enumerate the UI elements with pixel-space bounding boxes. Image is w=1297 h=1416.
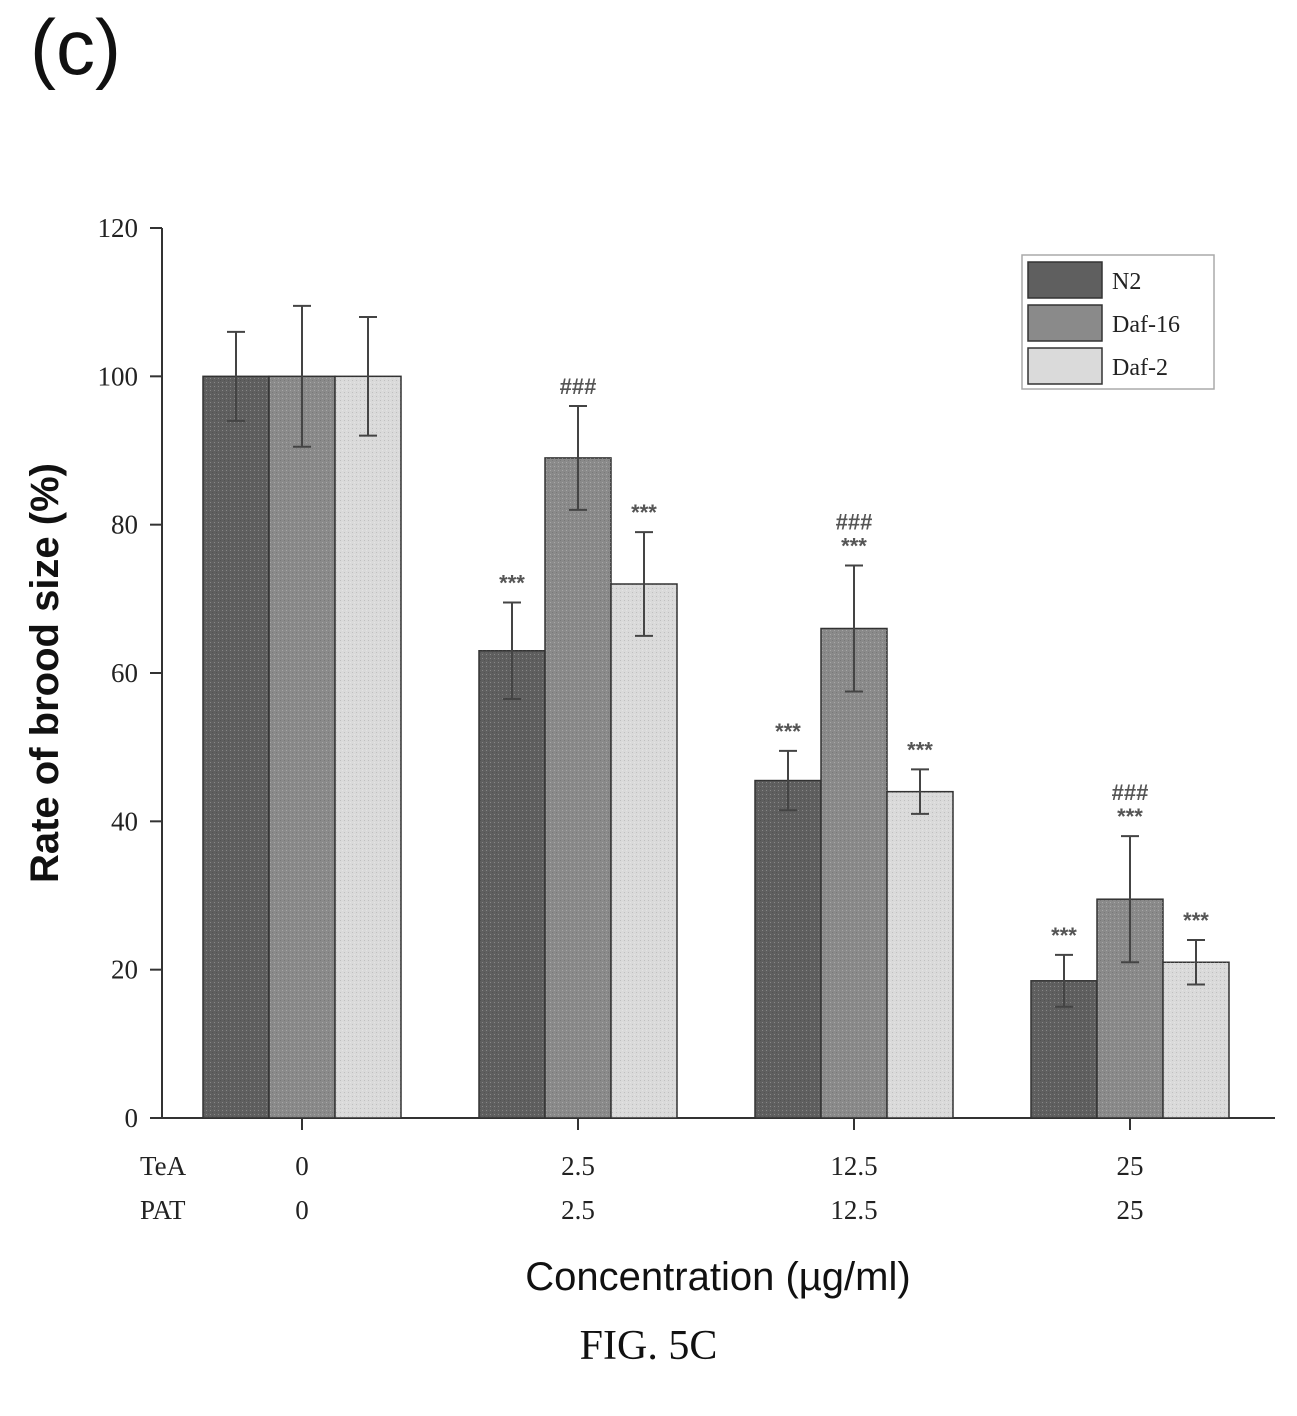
bars xyxy=(202,375,1230,1119)
category-row-label: PAT xyxy=(140,1195,186,1225)
significance-mark: *** xyxy=(1051,923,1077,948)
x-axis xyxy=(162,1117,1275,1130)
category-tick-label: 25 xyxy=(1117,1151,1144,1181)
panel-label: (c) xyxy=(30,3,121,91)
significance-mark: *** xyxy=(775,719,801,744)
significance-mark: ### xyxy=(836,509,873,534)
category-tick-label: 12.5 xyxy=(830,1151,877,1181)
significance-mark: *** xyxy=(1183,908,1209,933)
x-axis-title: Concentration (µg/ml) xyxy=(525,1255,910,1299)
y-ticks: 0 20 40 60 80 100 120 xyxy=(98,213,162,1133)
y-axis: 0 20 40 60 80 100 120 xyxy=(98,213,163,1133)
category-tick-label: 2.5 xyxy=(561,1151,595,1181)
category-tick-label: 2.5 xyxy=(561,1195,595,1225)
category-tick-label: 0 xyxy=(295,1195,309,1225)
y-tick-label: 100 xyxy=(98,361,139,391)
figure-caption: FIG. 5C xyxy=(579,1323,718,1369)
legend-swatch-n2 xyxy=(1027,261,1103,299)
significance-mark: ### xyxy=(1112,780,1149,805)
y-tick-label: 0 xyxy=(125,1103,139,1133)
significance-mark: *** xyxy=(1117,804,1143,829)
significance-mark: *** xyxy=(841,533,867,558)
significance-mark: *** xyxy=(907,737,933,762)
bar-texture xyxy=(1163,962,1229,1118)
category-row-label: TeA xyxy=(140,1151,187,1181)
bar-texture xyxy=(821,628,887,1118)
y-tick-label: 120 xyxy=(98,213,139,243)
error-bars xyxy=(227,304,1205,1008)
significance-mark: ### xyxy=(560,374,597,399)
legend-label: Daf-16 xyxy=(1112,312,1180,338)
bar-texture xyxy=(269,376,335,1118)
significance-mark: *** xyxy=(499,571,525,596)
legend: N2 Daf-16 Daf-2 xyxy=(1021,254,1215,390)
y-tick-label: 40 xyxy=(111,806,138,836)
bar-texture xyxy=(755,780,821,1118)
legend-swatch-daf-2 xyxy=(1027,347,1103,385)
bar-texture xyxy=(335,376,401,1118)
category-labels: TeA 0 2.5 12.5 25 PAT 0 2.5 12.5 25 xyxy=(140,1151,1144,1225)
category-tick-label: 0 xyxy=(295,1151,309,1181)
y-tick-label: 20 xyxy=(111,955,138,985)
y-tick-label: 80 xyxy=(111,510,138,540)
legend-swatch-daf-16 xyxy=(1027,304,1103,342)
legend-label: Daf-2 xyxy=(1112,355,1168,381)
legend-label: N2 xyxy=(1112,269,1141,295)
significance-marks: *********######***###************ xyxy=(499,374,1209,948)
x-ticks xyxy=(301,1118,1131,1130)
bar-texture xyxy=(887,791,953,1118)
bar-texture xyxy=(479,650,545,1118)
category-tick-label: 12.5 xyxy=(830,1195,877,1225)
significance-mark: *** xyxy=(631,500,657,525)
bar-texture xyxy=(611,584,677,1118)
bar-texture xyxy=(203,376,269,1118)
y-axis-title: Rate of brood size (%) xyxy=(23,463,67,883)
category-tick-label: 25 xyxy=(1117,1195,1144,1225)
y-tick-label: 60 xyxy=(111,658,138,688)
bar-texture xyxy=(545,457,611,1119)
